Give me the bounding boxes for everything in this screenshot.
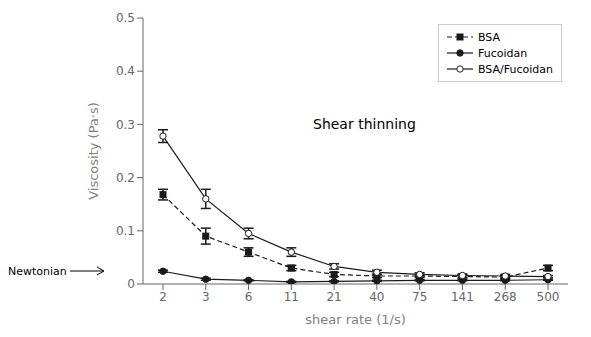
svg-text:0: 0 (127, 277, 135, 291)
html-text:Newtonian: Newtonian (8, 264, 67, 278)
svg-text:0.3: 0.3 (116, 118, 135, 132)
svg-text:75: 75 (412, 290, 427, 304)
svg-text:0.1: 0.1 (116, 224, 135, 238)
svg-text:2: 2 (159, 290, 167, 304)
svg-text:6: 6 (245, 290, 253, 304)
svg-text:40: 40 (369, 290, 384, 304)
svg-text:3: 3 (202, 290, 210, 304)
svg-text:11: 11 (284, 290, 299, 304)
svg-text:0.4: 0.4 (116, 64, 135, 78)
html-text:BSA: BSA (478, 30, 501, 44)
svg-text:Viscosity (Pa·s): Viscosity (Pa·s) (86, 102, 101, 200)
svg-text:shear rate (1/s): shear rate (1/s) (305, 312, 406, 327)
svg-text:141: 141 (451, 290, 474, 304)
html-text:Shear thinning: Shear thinning (313, 116, 416, 133)
html-text:BSA/Fucoidan: BSA/Fucoidan (478, 62, 553, 76)
svg-text:268: 268 (494, 290, 517, 304)
svg-text:21: 21 (326, 290, 341, 304)
svg-text:0.2: 0.2 (116, 171, 135, 185)
svg-text:500: 500 (537, 290, 560, 304)
html-text:Fucoidan: Fucoidan (478, 46, 528, 60)
svg-text:0.5: 0.5 (116, 11, 135, 25)
